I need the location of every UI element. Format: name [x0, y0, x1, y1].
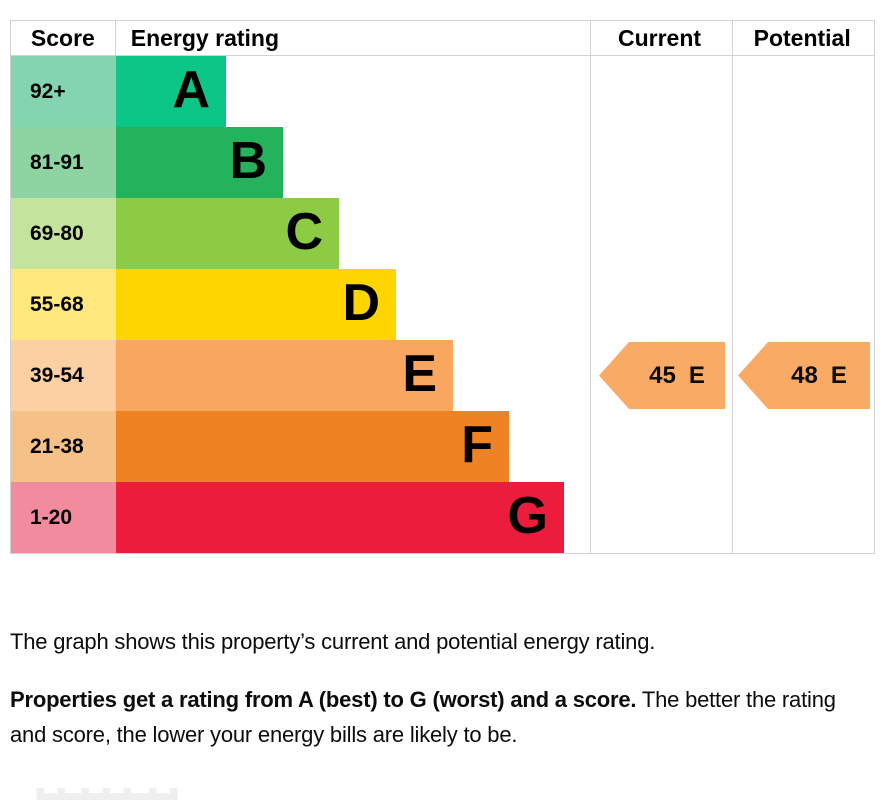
- band-score-range-e: 39-54: [11, 340, 116, 411]
- band-score-range-d: 55-68: [11, 269, 116, 340]
- band-bar-c: C: [116, 198, 339, 269]
- band-bar-e: E: [116, 340, 453, 411]
- band-score-range-b: 81-91: [11, 127, 116, 198]
- current-rating-band: E: [688, 361, 705, 389]
- band-row-f: 21-38 F: [11, 411, 874, 482]
- chart-header-row: Score Energy rating Current Potential: [11, 21, 874, 56]
- current-rating-arrow: 45 E: [599, 342, 725, 409]
- chart-caption: The graph shows this property’s current …: [10, 629, 656, 654]
- band-row-c: 69-80 C: [11, 198, 874, 269]
- header-energy-rating: Energy rating: [130, 25, 280, 51]
- band-score-range-f: 21-38: [11, 411, 116, 482]
- description-bold-text: Properties get a rating from A (best) to…: [10, 687, 637, 712]
- band-bar-g: G: [116, 482, 564, 553]
- band-row-b: 81-91 B: [11, 127, 874, 198]
- header-current: Current: [617, 25, 702, 51]
- column-divider-potential: [732, 21, 733, 553]
- band-score-range-g: 1-20: [11, 482, 116, 553]
- description-regular-text: The better the rating and score, the low…: [10, 687, 836, 747]
- band-bar-a: A: [116, 56, 226, 127]
- rating-band-rows: 92+ A 81-91 B 69-80 C 55-68 D 39-54 E 21-38 F 1-20 G: [11, 56, 874, 553]
- chart-description: Properties get a rating from A (best) to…: [10, 682, 855, 752]
- band-bar-f: F: [116, 411, 509, 482]
- band-row-d: 55-68 D: [11, 269, 874, 340]
- band-bar-d: D: [116, 269, 396, 340]
- column-divider-current: [590, 21, 591, 553]
- epc-rating-chart: Score Energy rating Current Potential 92…: [10, 20, 875, 554]
- potential-rating-arrow: 48 E: [738, 342, 870, 409]
- current-rating-value: 45: [649, 361, 676, 389]
- potential-rating-value: 48: [791, 361, 818, 389]
- header-score: Score: [11, 21, 116, 55]
- band-score-range-a: 92+: [11, 56, 116, 127]
- band-score-range-c: 69-80: [11, 198, 116, 269]
- band-row-a: 92+ A: [11, 56, 874, 127]
- band-bar-b: B: [116, 127, 283, 198]
- band-row-g: 1-20 G: [11, 482, 874, 553]
- header-potential: Potential: [753, 25, 851, 51]
- band-row-e: 39-54 E: [11, 340, 874, 411]
- potential-rating-band: E: [830, 361, 847, 389]
